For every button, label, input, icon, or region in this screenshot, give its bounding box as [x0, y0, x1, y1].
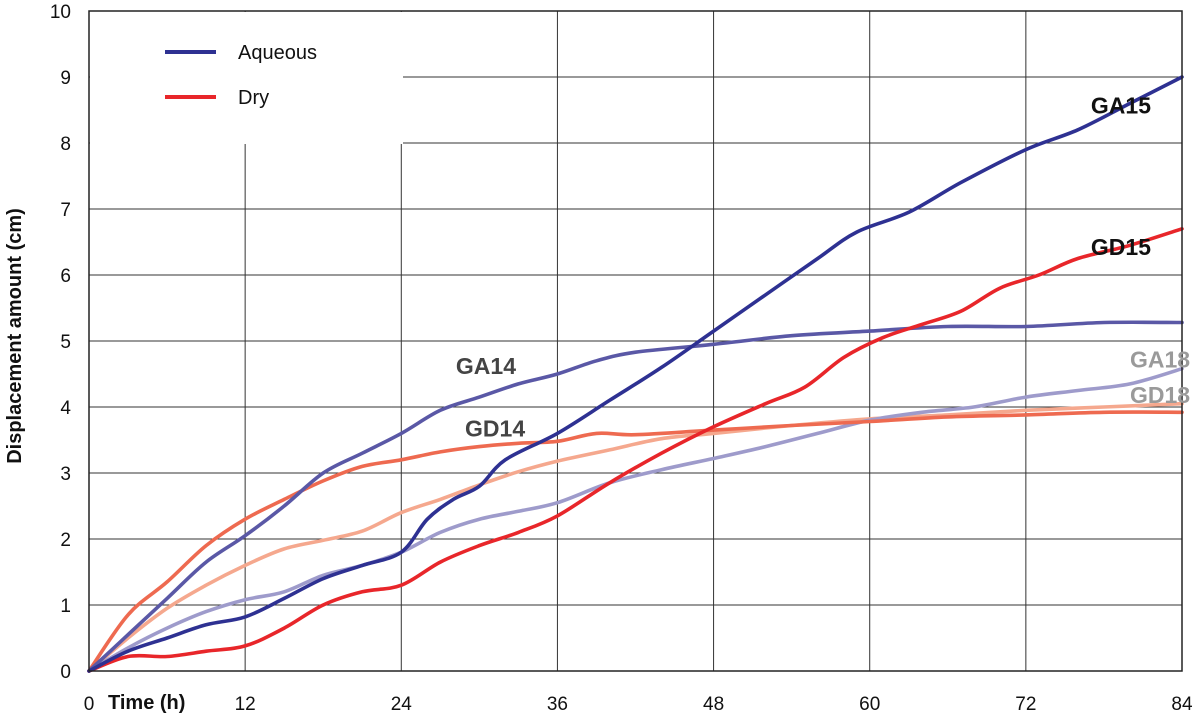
series-line-gd15	[87, 227, 1184, 673]
legend-box	[90, 12, 403, 144]
series-label-ga14: GA14	[456, 353, 516, 379]
y-tick-label: 9	[60, 68, 71, 89]
y-tick-label: 2	[60, 530, 71, 551]
y-tick-label: 6	[60, 266, 71, 287]
y-tick-label: 1	[60, 596, 71, 617]
y-tick-label: 10	[50, 2, 71, 23]
y-tick-label: 8	[60, 134, 71, 155]
legend-label-aqueous: Aqueous	[238, 42, 317, 64]
y-tick-label: 4	[60, 398, 71, 419]
y-tick-label: 3	[60, 464, 71, 485]
x-tick-label: 84	[1171, 694, 1193, 715]
y-tick-label: 5	[60, 332, 71, 353]
y-tick-label: 0	[60, 662, 71, 683]
series-line-ga18	[87, 366, 1184, 673]
x-tick-label: 24	[391, 694, 413, 715]
series-label-ga15: GA15	[1091, 92, 1151, 118]
axes	[88, 10, 1183, 672]
plot-frame	[88, 10, 1183, 672]
series-label-gd15: GD15	[1091, 234, 1151, 260]
x-tick-label: 60	[859, 694, 880, 715]
legend: Aqueous Dry	[90, 12, 403, 144]
series-line-gd14	[87, 410, 1184, 673]
series-label-gd18: GD18	[1130, 382, 1190, 408]
x-tick-label: 36	[547, 694, 568, 715]
x-tick-label: 72	[1015, 694, 1036, 715]
y-axis-title: Displacement amount (cm)	[4, 208, 26, 464]
series-line-ga15	[87, 75, 1184, 673]
series-label-ga18: GA18	[1130, 346, 1190, 372]
series-labels: GA15 GD15 GA14 GD14 GA18 GD18	[456, 92, 1190, 441]
x-tick-label: 48	[703, 694, 724, 715]
x-axis-title: Time (h)	[108, 692, 185, 714]
x-tick-label: 0	[84, 694, 95, 715]
series-lines	[87, 75, 1184, 673]
series-line-gd18	[87, 401, 1184, 673]
x-tick-label: 12	[235, 694, 256, 715]
series-label-gd14: GD14	[465, 416, 525, 442]
legend-label-dry: Dry	[238, 87, 269, 109]
y-tick-label: 7	[60, 200, 71, 221]
series-line-ga14	[87, 320, 1184, 673]
